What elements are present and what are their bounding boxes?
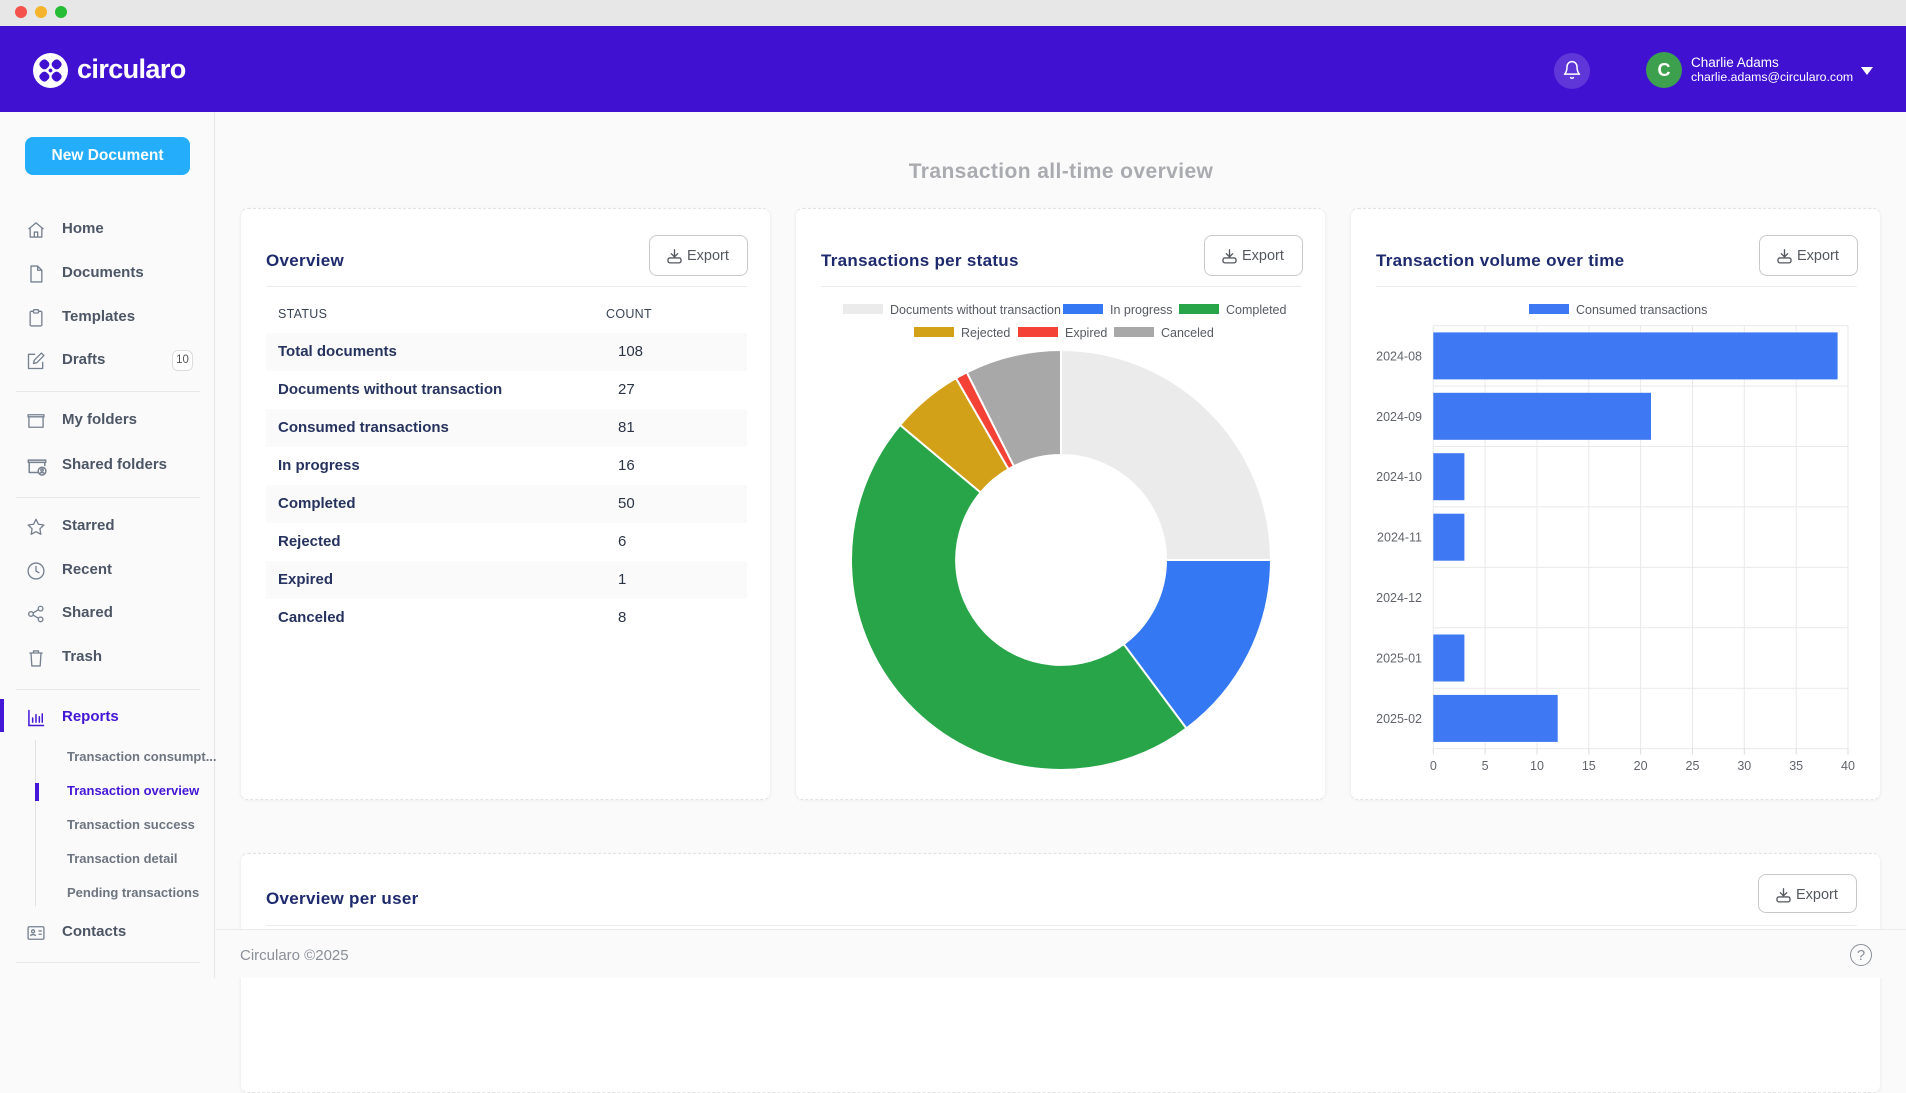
svg-text:2024-10: 2024-10	[1376, 470, 1422, 484]
svg-text:5: 5	[1482, 759, 1489, 773]
svg-text:2024-09: 2024-09	[1376, 410, 1422, 424]
svg-text:40: 40	[1841, 759, 1855, 773]
svg-text:2024-11: 2024-11	[1377, 531, 1422, 545]
svg-text:2025-01: 2025-01	[1376, 652, 1422, 666]
svg-text:0: 0	[1430, 759, 1437, 773]
svg-text:20: 20	[1634, 759, 1648, 773]
svg-text:2024-12: 2024-12	[1376, 591, 1422, 605]
svg-text:35: 35	[1789, 759, 1803, 773]
svg-text:2025-02: 2025-02	[1376, 712, 1422, 726]
svg-text:30: 30	[1737, 759, 1751, 773]
svg-text:15: 15	[1582, 759, 1596, 773]
svg-text:25: 25	[1686, 759, 1700, 773]
svg-text:10: 10	[1530, 759, 1544, 773]
svg-text:2024-08: 2024-08	[1376, 349, 1422, 363]
